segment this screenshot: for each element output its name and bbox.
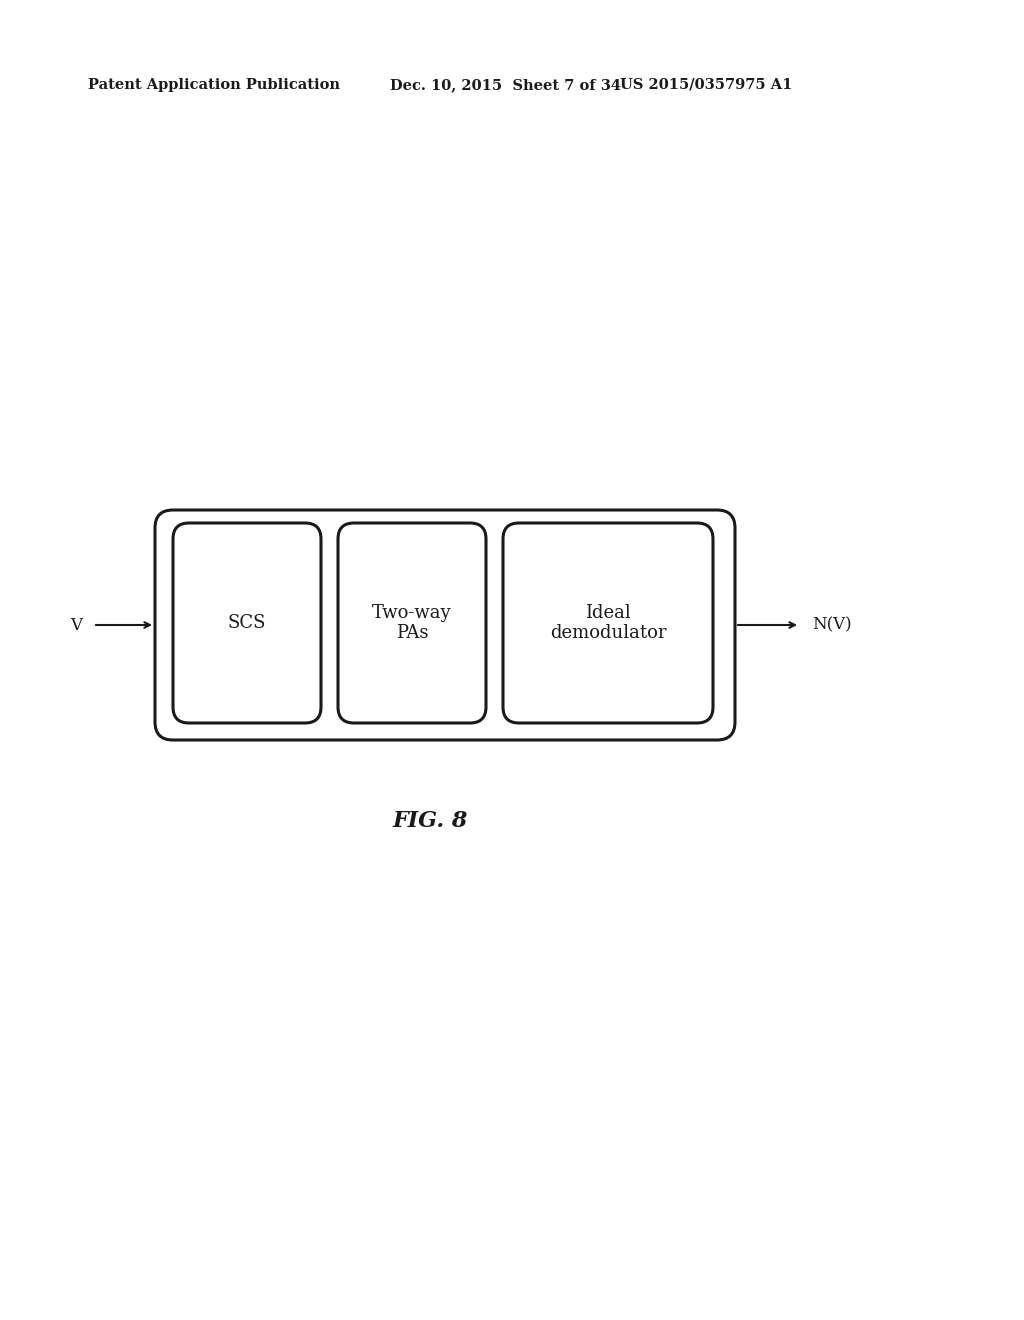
FancyBboxPatch shape bbox=[338, 523, 486, 723]
Text: FIG. 8: FIG. 8 bbox=[392, 810, 468, 832]
Text: Patent Application Publication: Patent Application Publication bbox=[88, 78, 340, 92]
Text: Dec. 10, 2015  Sheet 7 of 34: Dec. 10, 2015 Sheet 7 of 34 bbox=[390, 78, 621, 92]
Text: Two-way
PAs: Two-way PAs bbox=[372, 603, 452, 643]
Text: SCS: SCS bbox=[227, 614, 266, 632]
FancyBboxPatch shape bbox=[173, 523, 321, 723]
Text: Ideal
demodulator: Ideal demodulator bbox=[550, 603, 667, 643]
FancyBboxPatch shape bbox=[503, 523, 713, 723]
Text: V: V bbox=[70, 616, 82, 634]
Text: US 2015/0357975 A1: US 2015/0357975 A1 bbox=[620, 78, 793, 92]
Text: N(V): N(V) bbox=[812, 616, 852, 634]
FancyBboxPatch shape bbox=[155, 510, 735, 741]
